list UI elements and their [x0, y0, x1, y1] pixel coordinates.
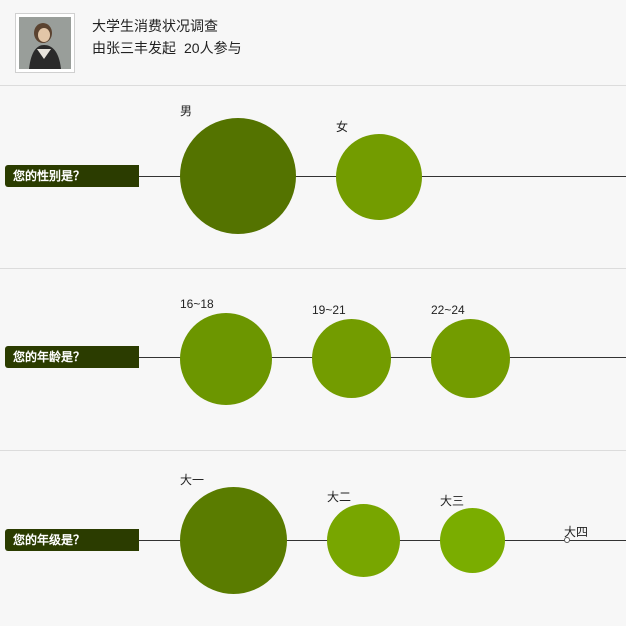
option-label: 16~18: [180, 297, 214, 311]
option-bubble-male[interactable]: [180, 118, 296, 234]
question-label: 您的性别是？: [5, 165, 139, 187]
option-label: 大三: [440, 494, 465, 508]
option-dot-senior[interactable]: [564, 537, 570, 543]
option-bubble-female[interactable]: [336, 134, 422, 220]
option-label: 大二: [327, 490, 352, 504]
participant-count: 20人参与: [184, 40, 242, 56]
option-bubble-22-24[interactable]: [431, 319, 510, 398]
avatar-image: [19, 17, 71, 69]
option-bubble-19-21[interactable]: [312, 319, 391, 398]
option-bubble-junior[interactable]: [440, 508, 505, 573]
survey-header: 大学生消费状况调查 由张三丰发起 20人参与: [0, 0, 626, 86]
option-label: 22~24: [431, 303, 465, 317]
question-grade: 您的年级是？ 大一 大二 大三 大四: [0, 450, 626, 626]
option-label: 男: [180, 104, 193, 118]
question-label: 您的年龄是？: [5, 346, 139, 368]
survey-meta: 由张三丰发起 20人参与: [92, 38, 242, 58]
option-label: 大一: [180, 473, 205, 487]
option-label: 大四: [564, 525, 589, 539]
option-label: 19~21: [312, 303, 346, 317]
avatar[interactable]: [15, 13, 75, 73]
option-bubble-freshman[interactable]: [180, 487, 287, 594]
question-age: 您的年龄是？ 16~18 19~21 22~24: [0, 268, 626, 451]
survey-initiator: 由张三丰发起: [92, 40, 176, 56]
survey-title[interactable]: 大学生消费状况调查: [92, 18, 218, 34]
question-gender: 您的性别是？ 男 女: [0, 86, 626, 269]
question-label: 您的年级是？: [5, 529, 139, 551]
option-label: 女: [336, 120, 349, 134]
option-bubble-sophomore[interactable]: [327, 504, 400, 577]
option-bubble-16-18[interactable]: [180, 313, 272, 405]
